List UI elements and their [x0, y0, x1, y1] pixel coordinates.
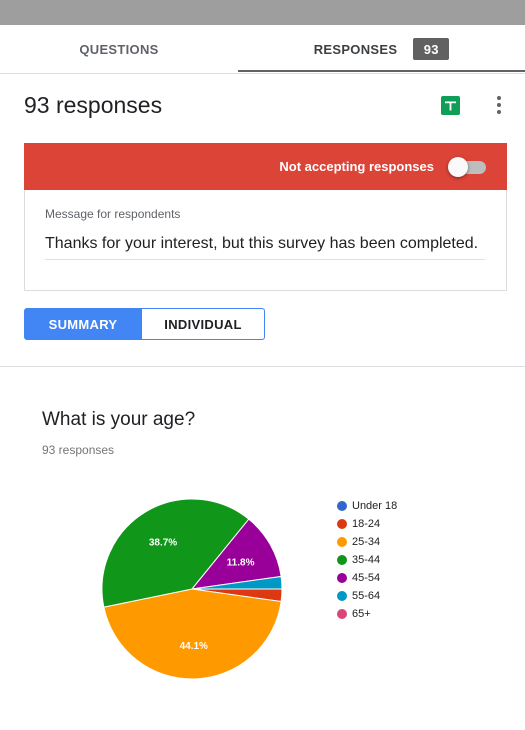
legend-label: 45-54	[352, 572, 381, 584]
accepting-responses-toggle[interactable]	[448, 156, 488, 178]
accepting-responses-banner: Not accepting responses	[24, 143, 507, 190]
individual-view-button[interactable]: INDIVIDUAL	[142, 308, 265, 340]
legend-label: 35-44	[352, 554, 381, 566]
chart-legend: Under 18 18-24 25-34 35-44 45-54 55-64 65+	[337, 497, 397, 623]
legend-item: 25-34	[337, 533, 397, 551]
legend-swatch	[337, 573, 347, 583]
question-title: What is your age?	[42, 409, 196, 430]
legend-swatch	[337, 537, 347, 547]
individual-view-label: INDIVIDUAL	[164, 316, 242, 332]
more-vert-icon[interactable]	[489, 94, 509, 116]
age-pie-chart: 44.1% 38.7% 11.8%	[101, 498, 283, 680]
summary-view-button[interactable]: SUMMARY	[24, 308, 142, 340]
legend-label: 25-34	[352, 536, 381, 548]
pie-slice-25-34[interactable]	[103, 588, 282, 680]
pie-slice-45-54[interactable]	[190, 518, 282, 590]
legend-swatch	[337, 501, 347, 511]
toggle-knob	[448, 157, 468, 177]
legend-label: Under 18	[352, 500, 398, 512]
tab-bar: QUESTIONS RESPONSES 93	[0, 25, 525, 74]
section-divider	[0, 366, 525, 367]
google-sheets-icon[interactable]	[441, 96, 460, 115]
legend-item: 65+	[337, 605, 397, 623]
responses-count-badge: 93	[413, 38, 450, 60]
legend-item: 45-54	[337, 569, 397, 587]
legend-label: 65+	[352, 608, 371, 620]
pie-slice-label: 44.1%	[180, 641, 208, 652]
legend-swatch	[337, 555, 347, 565]
responses-heading: 93 responses	[24, 92, 163, 118]
legend-swatch	[337, 519, 347, 529]
question-response-count: 93 responses	[42, 443, 115, 457]
window-top-bar	[0, 0, 525, 25]
tab-responses-label: RESPONSES	[313, 41, 398, 57]
pie-slice-55-64[interactable]	[191, 575, 283, 590]
legend-swatch	[337, 591, 347, 601]
legend-label: 18-24	[352, 518, 381, 530]
legend-item: Under 18	[337, 497, 397, 515]
accepting-responses-label: Not accepting responses	[279, 159, 434, 174]
legend-item: 18-24	[337, 515, 397, 533]
active-tab-indicator	[238, 70, 525, 72]
legend-label: 55-64	[352, 590, 381, 602]
tab-questions-label: QUESTIONS	[79, 41, 159, 57]
respondent-message-label: Message for respondents	[45, 207, 181, 221]
legend-item: 35-44	[337, 551, 397, 569]
legend-swatch	[337, 609, 347, 619]
legend-item: 55-64	[337, 587, 397, 605]
summary-view-label: SUMMARY	[48, 316, 118, 332]
pie-slice-label: 11.8%	[227, 558, 255, 569]
pie-slice-35-44[interactable]	[101, 498, 250, 608]
tab-questions[interactable]: QUESTIONS	[0, 25, 238, 73]
respondent-message-input[interactable]	[45, 235, 485, 260]
tab-responses[interactable]: RESPONSES 93	[238, 25, 525, 73]
respondent-message-panel: Message for respondents	[24, 190, 507, 291]
pie-slice-label: 38.7%	[149, 537, 177, 548]
